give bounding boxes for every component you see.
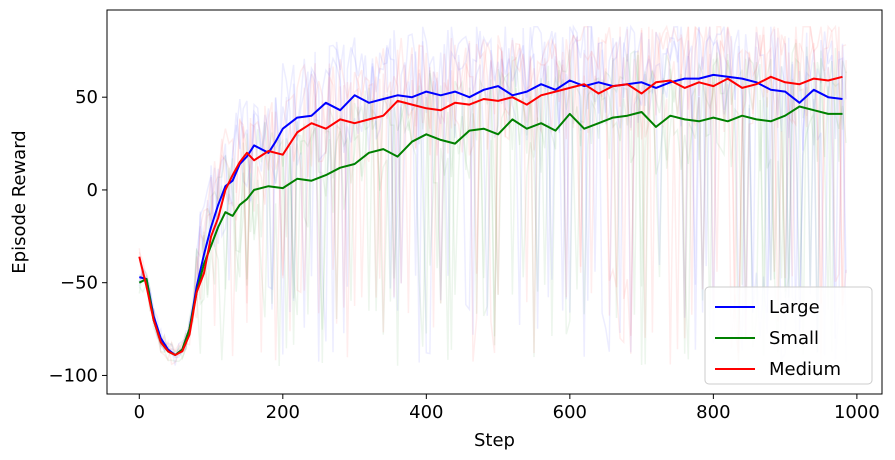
x-tick-label: 600 [553, 402, 587, 423]
legend-label-small: Small [769, 328, 819, 349]
series-line-medium [138, 75, 843, 356]
legend-label-large: Large [769, 297, 820, 318]
y-tick-label: 50 [75, 87, 98, 108]
x-tick-label: 200 [266, 402, 300, 423]
noise-trace-large [138, 24, 847, 363]
noise-trace-small [138, 47, 847, 366]
x-axis-title: Step [474, 430, 515, 451]
noise-trace-medium [138, 25, 847, 366]
y-axis-title: Episode Reward [9, 130, 30, 273]
series-line-large [139, 73, 843, 356]
y-tick-label: −100 [49, 365, 98, 386]
noise-trace-large [138, 24, 847, 362]
x-tick-label: 800 [696, 402, 730, 423]
y-axis: −100 −50 0 50 [49, 87, 107, 386]
noise-trace-small [138, 51, 847, 367]
legend-label-medium: Medium [769, 359, 841, 380]
legend-box [704, 286, 873, 385]
x-tick-label: 400 [409, 402, 443, 423]
noise-trace-large [138, 26, 847, 366]
x-tick-label: 0 [134, 402, 145, 423]
x-axis: 0 200 400 600 800 1000 [134, 394, 880, 423]
noise-trace-medium [138, 24, 847, 358]
plot-frame [106, 9, 883, 395]
x-tick-label: 1000 [834, 402, 880, 423]
series-layer [138, 73, 843, 356]
legend: Large Small Medium [704, 286, 873, 385]
y-tick-label: 0 [87, 180, 98, 201]
y-tick-label: −50 [60, 273, 98, 294]
